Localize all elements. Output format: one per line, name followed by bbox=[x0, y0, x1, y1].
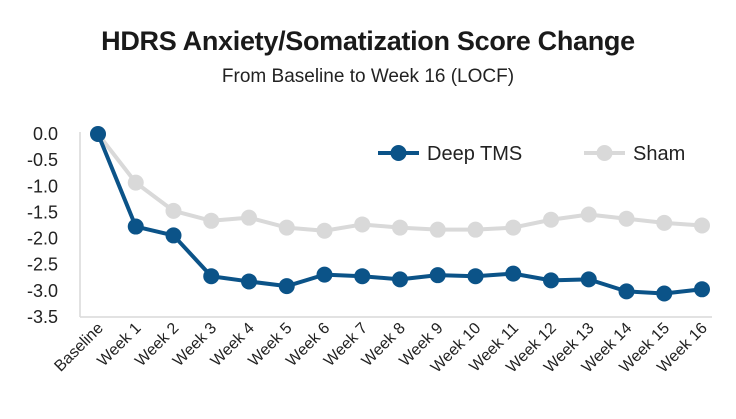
data-point-deep-tms bbox=[392, 271, 408, 288]
data-point-deep-tms bbox=[203, 268, 220, 285]
data-point-deep-tms bbox=[429, 267, 446, 284]
y-tick-label: -1.0 bbox=[27, 176, 58, 196]
data-point-deep-tms bbox=[165, 227, 182, 244]
data-point-sham bbox=[543, 211, 559, 228]
data-point-deep-tms bbox=[316, 266, 333, 283]
chart-title: HDRS Anxiety/Somatization Score Change bbox=[101, 26, 635, 56]
data-point-deep-tms bbox=[694, 281, 710, 298]
y-tick-label: -0.5 bbox=[27, 150, 58, 170]
y-tick-label: -1.5 bbox=[27, 202, 58, 222]
x-tick-label: Baseline bbox=[51, 320, 106, 375]
legend-item-deep-tms: Deep TMS bbox=[378, 143, 522, 165]
data-point-deep-tms bbox=[467, 268, 484, 285]
data-point-sham bbox=[429, 221, 446, 238]
series-deep-tms bbox=[90, 126, 710, 302]
legend-label-sham: Sham bbox=[633, 143, 685, 165]
legend-label-deep-tms: Deep TMS bbox=[427, 143, 522, 165]
data-point-sham bbox=[618, 210, 635, 227]
series-layer bbox=[90, 126, 710, 302]
data-point-deep-tms bbox=[354, 268, 371, 285]
legend-marker-deep-tms bbox=[390, 145, 407, 161]
series-sham bbox=[90, 126, 710, 239]
data-point-deep-tms bbox=[278, 278, 295, 295]
y-tick-label: -2.5 bbox=[27, 255, 58, 275]
y-tick-label: -3.0 bbox=[27, 281, 58, 301]
y-axis-ticks: 0.0 -0.5 -1.0 -1.5 -2.0 -2.5 -3.0 -3.5 bbox=[27, 124, 58, 327]
data-point-sham bbox=[580, 206, 597, 223]
legend-marker-sham bbox=[596, 145, 613, 161]
data-point-sham bbox=[278, 219, 295, 236]
data-point-sham bbox=[392, 219, 408, 236]
y-tick-label: -2.0 bbox=[27, 229, 58, 249]
data-point-sham bbox=[467, 221, 484, 238]
data-point-sham bbox=[694, 217, 710, 234]
chart-subtitle: From Baseline to Week 16 (LOCF) bbox=[221, 66, 515, 87]
data-point-sham bbox=[316, 222, 333, 239]
data-point-sham bbox=[203, 212, 220, 229]
data-point-deep-tms bbox=[656, 285, 673, 302]
data-point-deep-tms bbox=[90, 126, 106, 142]
data-point-deep-tms bbox=[241, 273, 257, 290]
data-point-sham bbox=[127, 174, 144, 191]
y-tick-label: 0.0 bbox=[33, 124, 58, 144]
legend-item-sham: Sham bbox=[584, 143, 685, 165]
axes bbox=[79, 132, 712, 318]
data-point-deep-tms bbox=[618, 283, 635, 300]
data-point-sham bbox=[656, 214, 673, 231]
data-point-deep-tms bbox=[505, 265, 522, 282]
data-point-deep-tms bbox=[127, 218, 144, 235]
y-tick-label: -3.5 bbox=[27, 307, 58, 327]
data-point-sham bbox=[165, 202, 182, 219]
data-point-sham bbox=[241, 209, 257, 226]
legend: Deep TMS Sham bbox=[378, 143, 685, 165]
data-point-deep-tms bbox=[580, 271, 597, 288]
data-point-sham bbox=[505, 219, 522, 236]
data-point-deep-tms bbox=[543, 272, 559, 289]
data-point-sham bbox=[354, 216, 371, 233]
